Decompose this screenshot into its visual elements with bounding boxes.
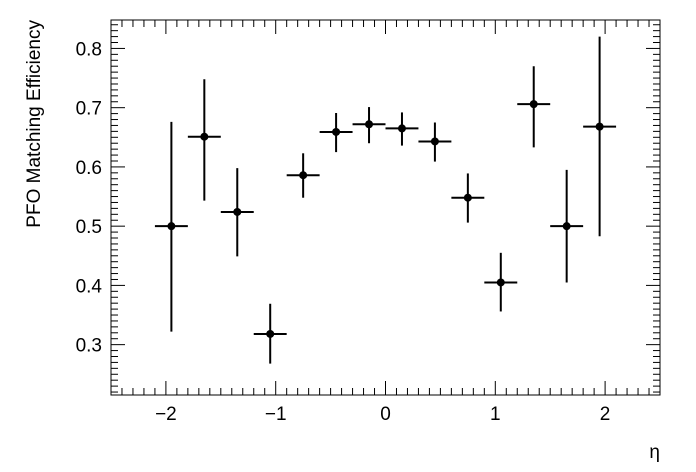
data-point bbox=[286, 153, 320, 198]
point-marker bbox=[299, 171, 308, 180]
point-marker bbox=[496, 278, 505, 287]
point-marker bbox=[200, 132, 209, 141]
data-point bbox=[253, 303, 287, 364]
y-axis-title: PFO Matching Efficiency bbox=[24, 20, 45, 228]
data-point bbox=[484, 252, 518, 312]
data-point bbox=[451, 173, 485, 223]
point-marker bbox=[332, 127, 341, 136]
data-point bbox=[418, 122, 452, 162]
point-marker bbox=[397, 124, 406, 133]
x-axis-title: η bbox=[649, 442, 660, 463]
y-tick-label: 0.6 bbox=[76, 158, 102, 179]
data-point bbox=[352, 107, 386, 144]
point-marker bbox=[430, 137, 439, 146]
x-tick-label: 1 bbox=[490, 404, 501, 425]
point-marker bbox=[529, 100, 538, 109]
x-tick-label: −2 bbox=[155, 404, 177, 425]
data-point bbox=[583, 36, 617, 237]
data-point bbox=[550, 169, 584, 283]
axis-ticks bbox=[110, 20, 661, 395]
x-tick-label: −1 bbox=[265, 404, 287, 425]
y-tick-label: 0.3 bbox=[76, 336, 102, 357]
point-marker bbox=[463, 193, 472, 202]
point-marker bbox=[233, 207, 242, 216]
data-points bbox=[154, 36, 617, 364]
data-point bbox=[154, 121, 188, 332]
point-marker bbox=[266, 329, 275, 338]
x-tick-label: 2 bbox=[600, 404, 611, 425]
y-tick-label: 0.8 bbox=[76, 39, 102, 60]
y-tick-label: 0.5 bbox=[76, 217, 102, 238]
point-marker bbox=[365, 120, 374, 129]
data-point bbox=[187, 79, 221, 201]
y-tick-label: 0.7 bbox=[76, 99, 102, 120]
data-point bbox=[319, 113, 353, 153]
point-marker bbox=[562, 222, 571, 231]
tick-labels: −2 −1 0 1 2 0.3 0.4 0.5 0.6 0.7 0.8 bbox=[76, 39, 611, 425]
data-point bbox=[517, 66, 551, 148]
point-marker bbox=[167, 222, 176, 231]
data-point bbox=[220, 168, 254, 257]
y-tick-label: 0.4 bbox=[76, 276, 103, 297]
point-marker bbox=[595, 122, 604, 131]
data-point bbox=[385, 112, 419, 146]
x-tick-label: 0 bbox=[380, 404, 391, 425]
